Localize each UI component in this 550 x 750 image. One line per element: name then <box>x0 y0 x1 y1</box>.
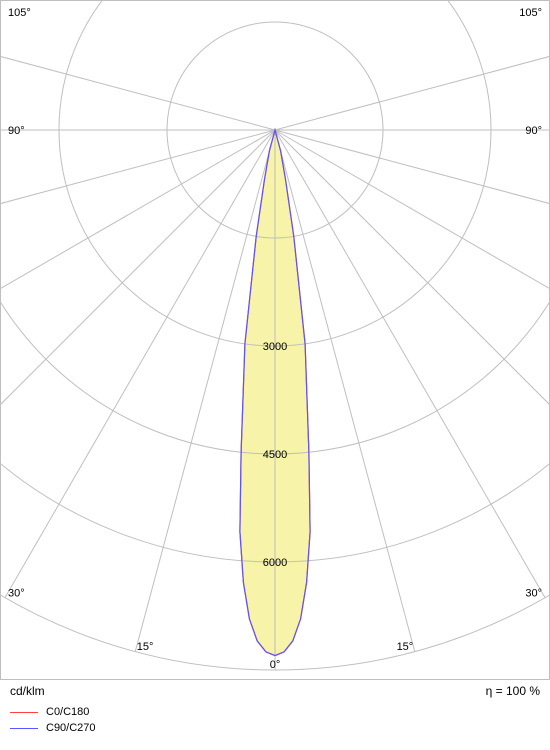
chart-footer: cd/klm η = 100 % <box>0 680 550 700</box>
svg-text:15°: 15° <box>397 641 414 653</box>
legend: C0/C180 C90/C270 <box>0 700 550 746</box>
svg-text:0°: 0° <box>270 659 281 671</box>
legend-label: C90/C270 <box>46 722 96 734</box>
svg-text:90°: 90° <box>525 125 542 137</box>
svg-text:15°: 15° <box>137 641 154 653</box>
photometric-polar-chart: 3000 4500 6000 30° 15° 0° 15° 30° 105° 105° 90° 90° <box>0 0 550 680</box>
svg-text:6000: 6000 <box>263 557 287 569</box>
svg-text:105°: 105° <box>8 7 31 19</box>
svg-text:105°: 105° <box>519 7 542 19</box>
svg-text:90°: 90° <box>8 125 25 137</box>
legend-item: C90/C270 <box>10 720 540 736</box>
legend-swatch <box>10 728 38 729</box>
legend-item: C0/C180 <box>10 704 540 720</box>
unit-label: cd/klm <box>10 684 45 698</box>
svg-text:30°: 30° <box>8 587 25 599</box>
legend-swatch <box>10 712 38 713</box>
legend-label: C0/C180 <box>46 706 89 718</box>
svg-text:30°: 30° <box>525 587 542 599</box>
efficiency-label: η = 100 % <box>486 684 540 698</box>
svg-text:4500: 4500 <box>263 449 287 461</box>
svg-text:3000: 3000 <box>263 341 287 353</box>
